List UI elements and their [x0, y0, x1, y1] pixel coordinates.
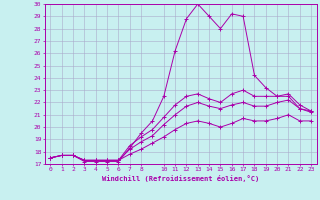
X-axis label: Windchill (Refroidissement éolien,°C): Windchill (Refroidissement éolien,°C)	[102, 175, 260, 182]
